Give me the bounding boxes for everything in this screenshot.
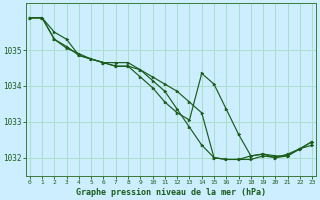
X-axis label: Graphe pression niveau de la mer (hPa): Graphe pression niveau de la mer (hPa)	[76, 188, 266, 197]
